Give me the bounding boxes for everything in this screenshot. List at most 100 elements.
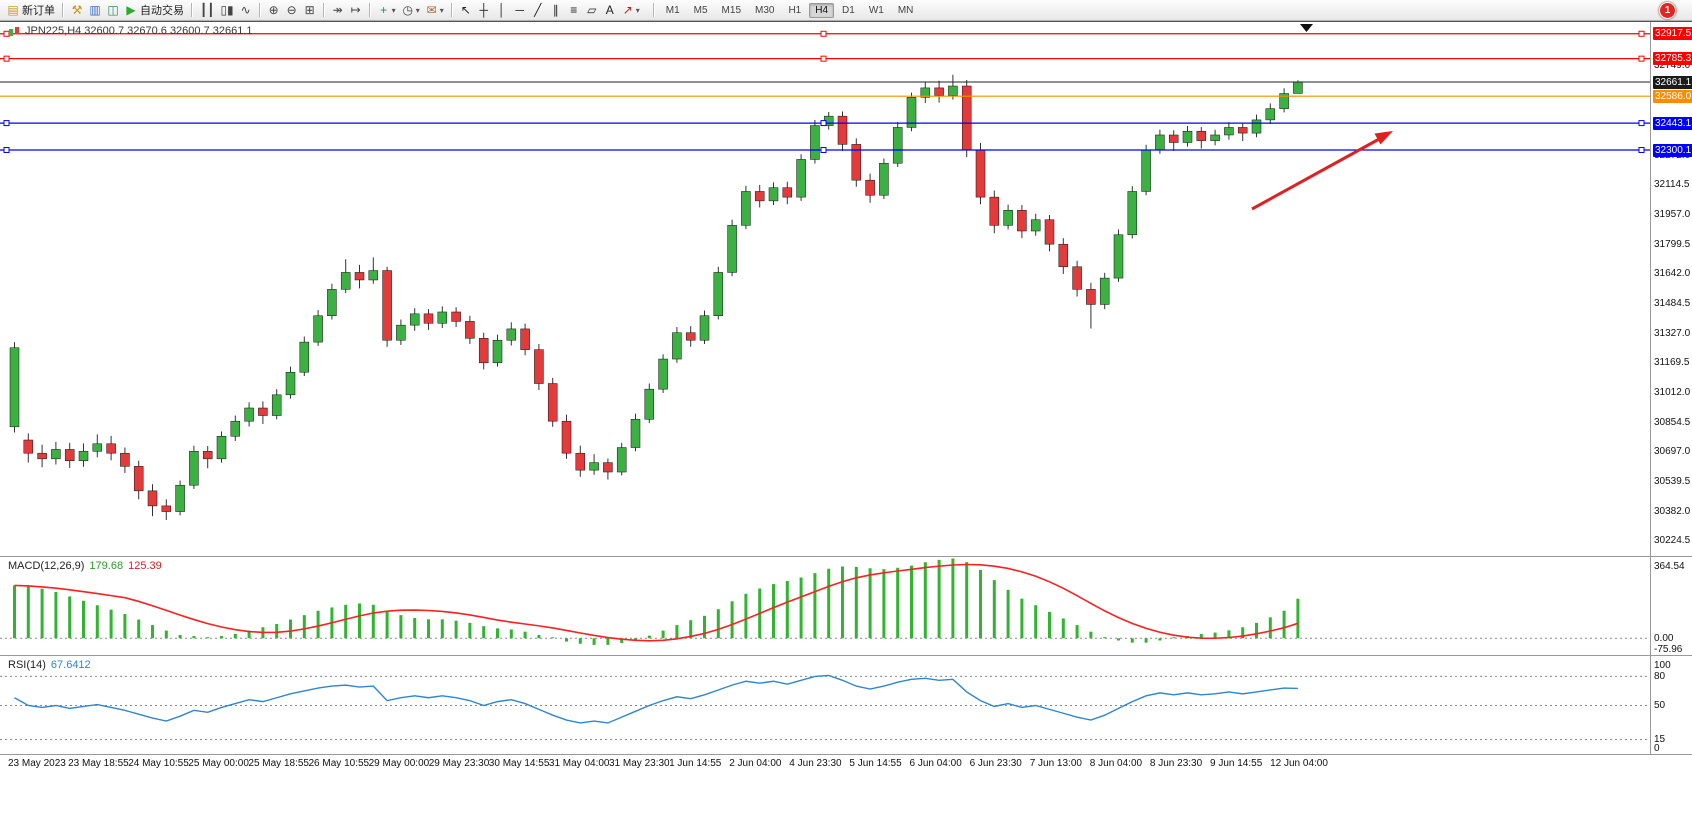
dropdown-caret-icon: ▾ [415, 5, 420, 15]
indicators-icon-button[interactable]: + ▾ [375, 1, 399, 19]
toolbar-separator [191, 3, 193, 17]
candlestick-chart-icon-icon: ▯▮ [220, 3, 234, 17]
toolbar-group: ⊕ ⊖ ⊞ [265, 1, 319, 19]
vertical-line-icon-button[interactable]: │ [493, 1, 511, 19]
zoom-out-icon-button[interactable]: ⊖ [283, 1, 301, 19]
shapes-icon-button[interactable]: ▱ [583, 1, 601, 19]
auto-trading-icon: ▶ [126, 3, 136, 17]
dropdown-caret-icon: ▾ [391, 5, 396, 15]
zoom-in-icon-icon: ⊕ [268, 3, 279, 17]
crosshair-icon-button[interactable]: ┼ [475, 1, 493, 19]
line-handle[interactable] [3, 55, 10, 62]
line-handle[interactable] [1638, 30, 1645, 37]
line-chart-icon-button[interactable]: ∿ [237, 1, 255, 19]
timeframe-m1-button[interactable]: M1 [665, 4, 680, 16]
trend-arrow-annotation[interactable] [1251, 131, 1393, 211]
timeframe-toolbar: M1 M5 M15 M30 H1 H4 D1 W1 MN [649, 2, 921, 18]
candlestick-chart-icon-button[interactable]: ▯▮ [217, 1, 236, 19]
line-handle[interactable] [820, 147, 827, 154]
line-handle[interactable] [820, 55, 827, 62]
toolbar-separator [652, 3, 655, 17]
dropdown-caret-icon: ▾ [439, 5, 444, 15]
zoom-in-icon-button[interactable]: ⊕ [265, 1, 283, 19]
vertical-line-icon-icon: │ [497, 3, 506, 17]
horizontal-lines-group[interactable] [0, 30, 1650, 154]
cursor-icon-icon: ↖ [460, 3, 471, 17]
new-order-icon: ▤ [7, 3, 19, 17]
timeframe-mn-button[interactable]: MN [897, 4, 914, 16]
timeframe-m15-button[interactable]: M15 [721, 4, 741, 16]
bar-chart-icon-button[interactable]: ┃┃ [197, 1, 217, 19]
cursor-icon-button[interactable]: ↖ [457, 1, 475, 19]
auto-trading-button-label: 自动交易 [140, 5, 184, 17]
line-handle[interactable] [3, 147, 10, 154]
shapes-icon-icon: ▱ [587, 3, 597, 17]
toolbar-group: ┃┃ ▯▮ ∿ [197, 1, 255, 19]
periods-icon-button[interactable]: ◷ ▾ [399, 1, 423, 19]
templates-icon-button[interactable]: ✉ ▾ [423, 1, 447, 19]
new-order-button[interactable]: ▤ 新订单 [4, 1, 58, 19]
crosshair-icon-icon: ┼ [479, 3, 488, 17]
timeframe-h1-button[interactable]: H1 [788, 4, 802, 16]
arrows-icon-icon: ↗ [622, 3, 633, 17]
bar-chart-icon-icon: ┃┃ [200, 3, 215, 17]
fibonacci-icon-button[interactable]: ≡ [565, 1, 583, 19]
timeframe-d1-button[interactable]: D1 [842, 4, 855, 16]
dropdown-caret-icon: ▾ [635, 5, 640, 15]
text-icon-icon: A [605, 3, 614, 17]
toolbar-group: ↠ ↦ [329, 1, 365, 19]
line-handle[interactable] [820, 30, 827, 37]
timeframe-m5-button[interactable]: M5 [693, 4, 708, 16]
tools-icon-button[interactable]: ⚒ [68, 1, 86, 19]
line-handle[interactable] [1638, 147, 1645, 154]
line-handle[interactable] [3, 120, 10, 127]
timeframe-w1-button[interactable]: W1 [868, 4, 884, 16]
toolbar-group: ⚒ ▥ ◫ ▶ 自动交易 [68, 1, 187, 19]
line-chart-icon-icon: ∿ [240, 3, 251, 17]
fibonacci-icon-icon: ≡ [570, 3, 578, 17]
toolbar-group: ▤ 新订单 [4, 1, 58, 19]
timeframe-h4-button[interactable]: H4 [809, 2, 835, 18]
auto-trading-button[interactable]: ▶ 自动交易 [122, 1, 187, 19]
macd-histogram-group [13, 558, 1300, 645]
toolbar-separator [322, 3, 325, 17]
horizontal-line-icon-button[interactable]: ─ [511, 1, 529, 19]
tile-windows-icon-icon: ⊞ [304, 3, 315, 17]
data-window-icon-button[interactable]: ◫ [104, 1, 122, 19]
horizontal-line-icon-icon: ─ [515, 3, 524, 17]
zoom-out-icon-icon: ⊖ [286, 3, 297, 17]
rsi-line [14, 674, 1298, 724]
indicators-icon-icon: + [380, 3, 388, 17]
text-icon-button[interactable]: A [601, 1, 619, 19]
chart-shift-icon-button[interactable]: ↦ [347, 1, 365, 19]
toolbar-group: ↖ ┼ │ ─ ╱ ∥ ≡ ▱ A ↗ ▾ [457, 1, 643, 19]
market-watch-icon-button[interactable]: ▥ [86, 1, 104, 19]
line-handle[interactable] [820, 120, 827, 127]
new-order-button-label: 新订单 [22, 5, 55, 17]
data-window-icon-icon: ◫ [107, 3, 119, 17]
auto-scroll-icon-button[interactable]: ↠ [329, 1, 347, 19]
toolbar-separator [450, 3, 453, 17]
toolbar-group: + ▾ ◷ ▾ ✉ ▾ [375, 1, 447, 19]
channel-icon-button[interactable]: ∥ [547, 1, 565, 19]
templates-icon-icon: ✉ [426, 3, 437, 17]
toolbar-separator [258, 3, 261, 17]
line-handle[interactable] [1638, 120, 1645, 127]
trendline-icon-button[interactable]: ╱ [529, 1, 547, 19]
tools-icon-icon: ⚒ [71, 3, 83, 17]
timeframe-m30-button[interactable]: M30 [755, 4, 775, 16]
arrows-icon-button[interactable]: ↗ ▾ [619, 1, 643, 19]
channel-icon-icon: ∥ [552, 3, 559, 17]
periods-icon-icon: ◷ [402, 3, 413, 17]
marker-triangle-icon[interactable] [1300, 24, 1313, 32]
notification-badge[interactable]: 1 [1659, 2, 1676, 19]
line-handle[interactable] [1638, 55, 1645, 62]
macd-signal-line [14, 563, 1299, 642]
toolbar-separator [62, 3, 64, 17]
tile-windows-icon-button[interactable]: ⊞ [301, 1, 319, 19]
toolbar: ▤ 新订单 ⚒ ▥ ◫ ▶ 自动交易 ┃┃ ▯▮ ∿ ⊕ ⊖ ⊞ ↠ ↦ + ▾ ◷ ▾ ✉ ▾ ↖ ┼ │ ─ ╱ ∥ ≡ ▱ A ↗ ▾ … [0, 0, 1692, 21]
line-handle[interactable] [3, 30, 10, 37]
candles-group [9, 74, 1303, 521]
